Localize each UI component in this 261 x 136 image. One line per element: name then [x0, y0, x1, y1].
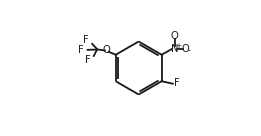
Text: F: F	[84, 35, 89, 45]
Text: N: N	[171, 44, 179, 54]
Text: O: O	[171, 31, 179, 41]
Text: O: O	[182, 44, 189, 54]
Text: F: F	[78, 45, 84, 55]
Text: O: O	[103, 45, 111, 55]
Text: F: F	[174, 78, 180, 88]
Text: -: -	[187, 47, 190, 56]
Text: +: +	[175, 43, 181, 49]
Text: F: F	[85, 55, 91, 65]
